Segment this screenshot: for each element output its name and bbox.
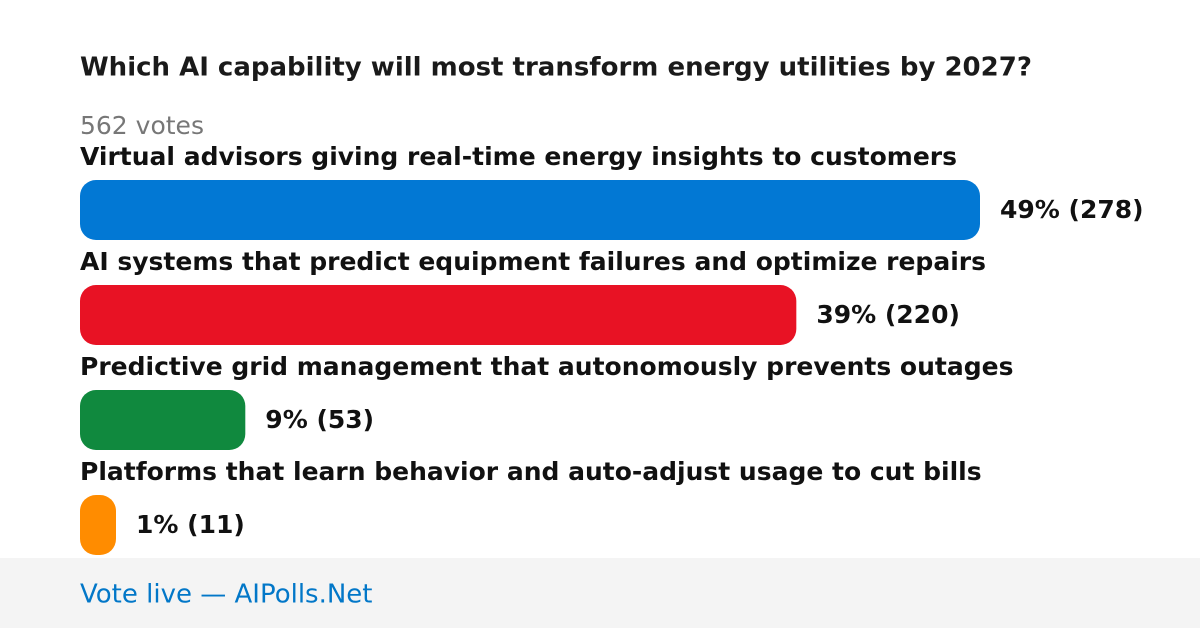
value-label: 49% (278) [1000,195,1144,224]
bar [80,285,797,345]
value-label: 39% (220) [816,300,960,329]
option-label: Virtual advisors giving real-time energy… [80,142,957,171]
option-label: Platforms that learn behavior and auto-a… [80,457,982,486]
footer-link[interactable]: Vote live — AIPolls.Net [80,580,373,610]
value-label: 9% (53) [265,405,374,434]
option-label: Predictive grid management that autonomo… [80,352,1013,381]
bar [80,390,246,450]
option-label: AI systems that predict equipment failur… [80,247,986,276]
poll-title: Which AI capability will most transform … [80,53,1032,83]
bar [80,180,980,240]
value-label: 1% (11) [136,510,245,539]
vote-count: 562 votes [80,111,204,140]
bar [80,495,116,555]
footer-band [0,558,1200,628]
